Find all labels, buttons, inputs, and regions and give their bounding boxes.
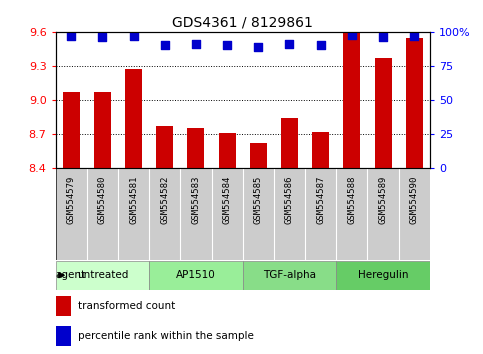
Text: GSM554579: GSM554579 — [67, 176, 76, 224]
Text: GSM554589: GSM554589 — [379, 176, 387, 224]
Bar — [343, 33, 360, 168]
Point — [348, 32, 356, 38]
Point — [192, 41, 200, 47]
Text: percentile rank within the sample: percentile rank within the sample — [78, 331, 254, 341]
Point — [129, 33, 137, 39]
Text: GSM554582: GSM554582 — [160, 176, 169, 224]
Text: untreated: untreated — [77, 270, 128, 280]
Text: GSM554581: GSM554581 — [129, 176, 138, 224]
Point — [161, 42, 169, 48]
Text: AP1510: AP1510 — [176, 270, 216, 280]
Bar — [218, 133, 236, 168]
Bar — [281, 118, 298, 168]
Text: TGF-alpha: TGF-alpha — [263, 270, 316, 280]
Text: Heregulin: Heregulin — [358, 270, 408, 280]
Point — [411, 33, 418, 39]
Text: transformed count: transformed count — [78, 301, 175, 311]
Point — [379, 34, 387, 40]
Text: GSM554585: GSM554585 — [254, 176, 263, 224]
Point — [317, 42, 325, 48]
Bar — [125, 69, 142, 168]
Bar — [250, 143, 267, 168]
Point — [223, 42, 231, 48]
Bar — [149, 261, 242, 290]
Text: GSM554587: GSM554587 — [316, 176, 325, 224]
Bar — [56, 326, 71, 346]
Text: GSM554590: GSM554590 — [410, 176, 419, 224]
Bar — [94, 92, 111, 168]
Bar — [63, 92, 80, 168]
Bar — [406, 38, 423, 168]
Bar — [156, 126, 173, 168]
Bar — [374, 58, 392, 168]
Bar — [312, 132, 329, 168]
Text: GSM554588: GSM554588 — [347, 176, 356, 224]
Point — [285, 41, 293, 47]
Text: GSM554586: GSM554586 — [285, 176, 294, 224]
Bar — [336, 261, 430, 290]
Bar — [56, 296, 71, 315]
Text: agent: agent — [56, 270, 86, 280]
Bar — [187, 129, 204, 168]
Text: GSM554584: GSM554584 — [223, 176, 232, 224]
Title: GDS4361 / 8129861: GDS4361 / 8129861 — [172, 15, 313, 29]
Text: GSM554583: GSM554583 — [191, 176, 200, 224]
Text: GSM554580: GSM554580 — [98, 176, 107, 224]
Bar — [242, 261, 336, 290]
Point — [255, 44, 262, 50]
Point — [67, 33, 75, 39]
Point — [99, 34, 106, 40]
Bar — [56, 261, 149, 290]
